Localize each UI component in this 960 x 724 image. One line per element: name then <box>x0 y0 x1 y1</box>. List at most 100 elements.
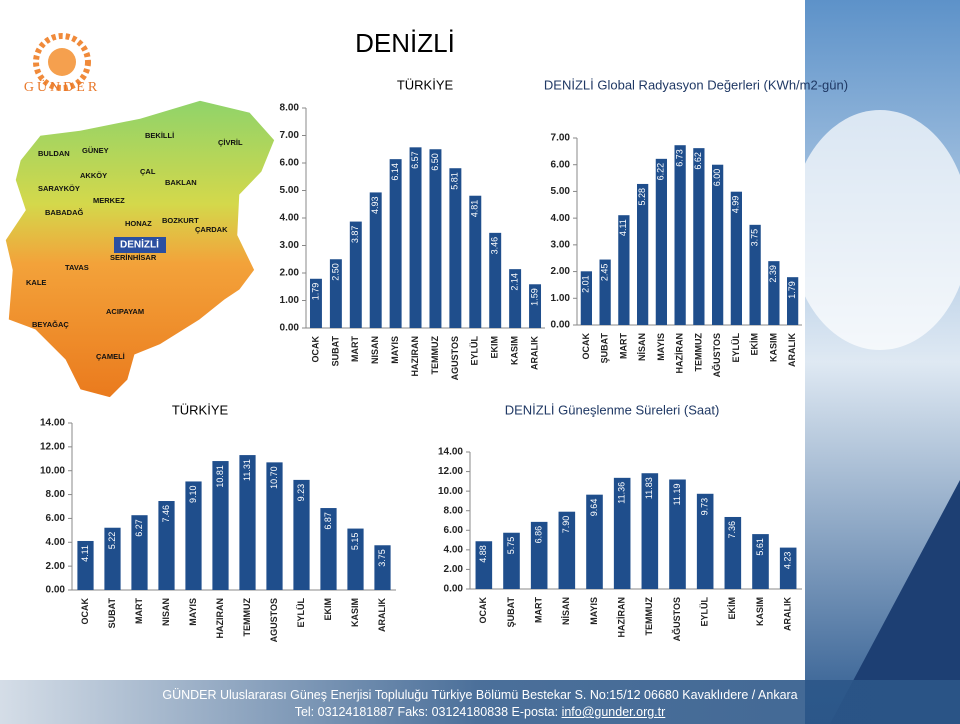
map-label: BULDAN <box>38 149 70 158</box>
value-label: 7.36 <box>727 521 737 539</box>
bar <box>749 224 761 325</box>
x-tick-label: TEMMUZ <box>242 598 252 637</box>
cloud <box>790 110 960 350</box>
value-label: 11.19 <box>672 483 682 505</box>
email-link[interactable]: info@gunder.org.tr <box>561 705 666 719</box>
bar <box>558 511 576 589</box>
x-tick-label: SUBAT <box>107 598 117 629</box>
footer-contact: Tel: 03124181887 Faks: 03124180838 E-pos… <box>0 705 960 719</box>
bar <box>309 278 322 328</box>
footer-band <box>0 680 960 724</box>
value-label: 5.61 <box>755 538 765 556</box>
y-tick-label: 6.00 <box>46 513 66 524</box>
y-tick-label: 5.00 <box>280 185 300 196</box>
value-label: 9.64 <box>589 499 599 517</box>
bar <box>475 541 493 589</box>
y-tick-label: 8.00 <box>444 505 464 516</box>
bar <box>637 183 649 325</box>
y-tick-label: 3.00 <box>551 239 571 250</box>
x-tick-label: NİSAN <box>637 333 647 361</box>
x-tick-label: NISAN <box>161 598 171 626</box>
x-tick-label: KASIM <box>510 336 520 365</box>
bar <box>469 195 482 328</box>
value-label: 6.87 <box>323 512 333 530</box>
y-tick-label: 0.00 <box>551 320 571 331</box>
y-tick-label: 4.00 <box>444 544 464 555</box>
y-tick-label: 7.00 <box>280 130 300 141</box>
page-title: DENİZLİ <box>355 28 455 58</box>
x-tick-label: ARALIK <box>787 333 797 367</box>
value-label: 5.75 <box>506 537 516 555</box>
y-tick-label: 12.00 <box>438 466 463 477</box>
value-label: 9.73 <box>700 498 710 516</box>
x-tick-label: OCAK <box>478 597 488 624</box>
bar <box>655 158 667 325</box>
x-tick-label: AGUSTOS <box>269 598 279 642</box>
value-label: 4.99 <box>731 196 741 214</box>
value-label: 2.01 <box>581 275 591 293</box>
map-label: KALE <box>26 278 46 287</box>
y-tick-label: 1.00 <box>551 293 571 304</box>
y-tick-label: 0.00 <box>280 323 300 334</box>
x-tick-label: ARALIK <box>529 336 539 370</box>
bar <box>369 192 382 328</box>
value-label: 6.27 <box>134 519 144 537</box>
x-tick-label: KASIM <box>768 333 778 362</box>
bar <box>613 477 631 589</box>
map-label: HONAZ <box>125 219 152 228</box>
y-tick-label: 12.00 <box>40 441 65 452</box>
bar <box>449 168 462 328</box>
y-tick-label: 6.00 <box>551 159 571 170</box>
x-tick-label: OCAK <box>581 333 591 360</box>
bar <box>409 147 422 328</box>
bar <box>320 508 337 590</box>
value-label: 5.81 <box>450 172 460 190</box>
bar <box>329 259 342 328</box>
x-tick-label: EYLÜL <box>296 598 306 628</box>
bar <box>349 221 362 328</box>
x-tick-label: NISAN <box>370 336 380 364</box>
value-label: 1.59 <box>529 288 539 306</box>
y-tick-label: 8.00 <box>280 103 300 114</box>
bar <box>530 521 548 589</box>
x-tick-label: HAZIRAN <box>410 336 420 377</box>
bar <box>669 479 686 589</box>
map-label: TAVAS <box>65 263 89 272</box>
map-label: BAKLAN <box>165 178 197 187</box>
value-label: 6.00 <box>712 169 722 187</box>
x-tick-label: AGUSTOS <box>450 336 460 380</box>
chart-title: TÜRKİYE <box>172 402 229 417</box>
bar <box>389 159 402 328</box>
x-tick-label: KASIM <box>350 598 360 627</box>
chart-title: DENİZLİ Global Radyasyon Değerleri (KWh/… <box>544 77 848 92</box>
chart-title: DENİZLİ Güneşlenme Süreleri (Saat) <box>505 402 720 417</box>
bar <box>158 501 175 590</box>
map-label: AKKÖY <box>80 171 107 180</box>
map-label: DENİZLİ <box>120 238 159 251</box>
x-tick-label: TEMMUZ <box>430 336 440 375</box>
x-tick-label: EKIM <box>490 336 500 359</box>
bar <box>779 547 797 589</box>
x-tick-label: SUBAT <box>330 336 340 367</box>
logo: GÜNDER <box>24 33 97 95</box>
bar <box>77 540 94 590</box>
x-tick-label: MAYIS <box>656 333 666 361</box>
value-label: 5.15 <box>350 533 360 551</box>
value-label: 3.46 <box>490 237 500 255</box>
y-tick-label: 2.00 <box>46 561 66 572</box>
value-label: 10.81 <box>215 465 225 488</box>
bar <box>239 455 256 590</box>
y-tick-label: 0.00 <box>46 585 66 596</box>
y-tick-label: 14.00 <box>438 447 463 458</box>
x-tick-label: MART <box>618 333 628 359</box>
x-tick-label: MAYIS <box>390 336 400 364</box>
x-tick-label: EKIM <box>323 598 333 621</box>
value-label: 11.83 <box>644 477 654 499</box>
bar <box>131 515 148 590</box>
y-tick-label: 8.00 <box>46 489 66 500</box>
value-label: 2.14 <box>510 273 520 291</box>
map-label: GÜNEY <box>82 146 109 155</box>
y-tick-label: 2.00 <box>551 266 571 277</box>
bar <box>347 528 364 590</box>
